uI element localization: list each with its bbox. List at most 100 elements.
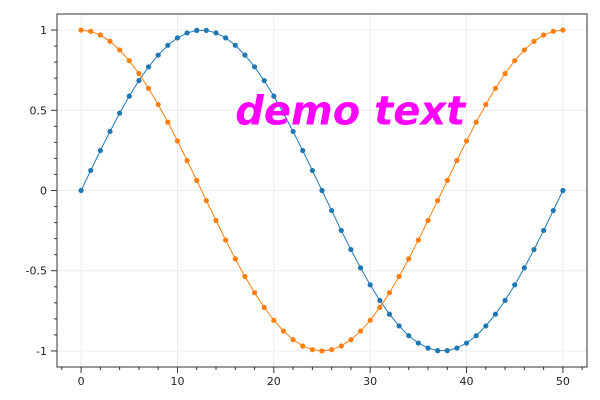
series-1-point <box>126 93 132 99</box>
series-1-point <box>435 348 441 354</box>
series-1-point <box>223 35 229 41</box>
series-2-point <box>261 304 267 311</box>
y-tick-label: 0 <box>40 185 47 198</box>
series-2-point <box>483 101 489 108</box>
series-1-point <box>386 311 393 317</box>
series-1-point <box>290 128 296 135</box>
series-1-point <box>492 311 499 317</box>
series-1-point <box>357 265 364 271</box>
series-2-point <box>357 328 364 334</box>
series-2-point <box>194 177 200 183</box>
series-2-point <box>473 119 479 125</box>
series-1-point <box>261 77 267 84</box>
series-1-point <box>203 27 209 33</box>
y-tick-label: -0.5 <box>26 265 47 278</box>
series-2-point <box>145 85 152 91</box>
series-1-point <box>174 35 181 41</box>
x-tick-label: 40 <box>460 375 474 388</box>
series-2-point <box>174 138 181 144</box>
series-1-point <box>415 340 421 346</box>
series-1-point <box>309 167 315 174</box>
series-2-point <box>117 47 123 53</box>
series-1-point <box>107 128 113 135</box>
series-1-point <box>184 30 190 36</box>
x-tick-label: 20 <box>267 375 281 388</box>
series-2-point <box>126 58 132 64</box>
series-1-point <box>145 64 152 70</box>
series-1-point <box>319 187 325 194</box>
series-2-point <box>415 237 421 243</box>
series-1-point <box>155 52 161 58</box>
axis-ticks: 0 10 20 30 40 50 1 0.5 0 -0.5 -1 <box>26 24 583 388</box>
series-2-point <box>492 85 499 91</box>
series-2-point <box>319 348 325 354</box>
series-1-point <box>560 187 566 194</box>
series-2-point <box>348 337 354 343</box>
series-2-point <box>444 177 450 183</box>
series-2-point <box>155 101 161 108</box>
series-1-point <box>550 207 556 214</box>
series-1-point <box>117 110 123 116</box>
series-2-point <box>560 27 566 33</box>
y-tick-label: 1 <box>40 24 47 37</box>
y-tick-label: 0.5 <box>30 104 48 117</box>
series-2-point <box>531 38 537 44</box>
series-1-point <box>280 110 287 116</box>
series-2-point <box>425 217 431 224</box>
series-1-point <box>329 207 335 214</box>
series-1-point <box>502 297 508 304</box>
series-2-point <box>136 70 142 77</box>
series-2-point <box>396 273 402 280</box>
series-1-point <box>473 333 479 339</box>
series-2-point <box>203 198 209 204</box>
series-2-point <box>78 27 84 33</box>
series-2-point <box>367 317 373 323</box>
annotation-text: demo text <box>235 88 467 134</box>
series-2-point <box>223 237 229 243</box>
series-1-point <box>271 93 277 99</box>
series-2-point <box>502 70 508 77</box>
series-2-point <box>300 343 306 349</box>
series-2-point <box>454 157 460 164</box>
series-1-point <box>213 30 219 36</box>
series-2-point <box>242 273 248 280</box>
series-2-point <box>435 198 441 204</box>
series-2-point <box>541 32 547 38</box>
series-1-point <box>338 227 344 234</box>
series-1-point <box>97 147 103 154</box>
series-1-point <box>232 42 238 48</box>
series-1-point <box>136 77 142 84</box>
x-tick-label: 30 <box>363 375 377 388</box>
series-2-point <box>280 328 287 334</box>
series-1-point <box>454 345 460 351</box>
series-1-point <box>531 246 537 253</box>
series-2-point <box>386 290 393 296</box>
series-2-point <box>213 217 219 224</box>
series-1-point <box>463 340 470 346</box>
x-tick-label: 50 <box>556 375 570 388</box>
x-tick-label: 10 <box>170 375 184 388</box>
series-1-point <box>88 167 94 174</box>
series-2-point <box>290 337 296 343</box>
series-1-point <box>300 147 306 154</box>
series-1-point <box>377 297 383 304</box>
series-1-point <box>194 27 200 33</box>
series-1-point <box>165 42 171 48</box>
series-1-point <box>444 348 450 354</box>
series-1-point <box>541 227 547 234</box>
series-1-point <box>367 282 373 288</box>
series-2-point <box>271 317 277 323</box>
series-1-point <box>251 64 258 70</box>
series-2-point <box>521 47 527 53</box>
series-2-point <box>406 256 412 262</box>
series-2-point <box>97 32 103 38</box>
series-2-point <box>107 38 113 44</box>
series-2-point <box>338 343 344 349</box>
series-2-point <box>463 138 470 144</box>
series-1-point <box>512 282 518 288</box>
series-1-point <box>406 333 412 339</box>
series-2-point <box>88 28 94 34</box>
series-1-point <box>396 323 402 329</box>
series-2-point <box>377 304 383 311</box>
